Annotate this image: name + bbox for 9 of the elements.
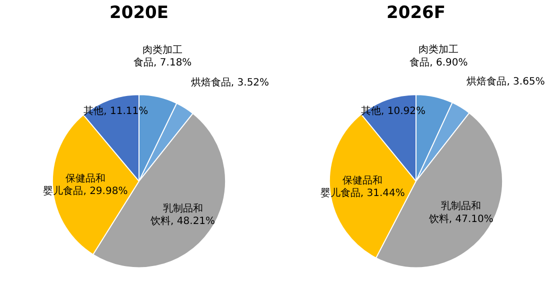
slice-label: 乳制品和饮料, 47.10% xyxy=(428,200,494,225)
slice-label: 肉类加工食品, 6.90% xyxy=(410,44,468,68)
slice-label: 烘焙食品, 3.65% xyxy=(466,76,545,88)
slice-label: 烘焙食品, 3.52% xyxy=(190,76,270,88)
chart-title: 2026F xyxy=(386,2,446,23)
slice-label: 保健品和婴儿食品, 29.98% xyxy=(43,172,128,198)
slice-label: 乳制品和饮料, 48.21% xyxy=(150,202,216,228)
slice-label: 肉类加工食品, 7.18% xyxy=(134,44,192,69)
chart-title: 2020E xyxy=(110,2,168,23)
